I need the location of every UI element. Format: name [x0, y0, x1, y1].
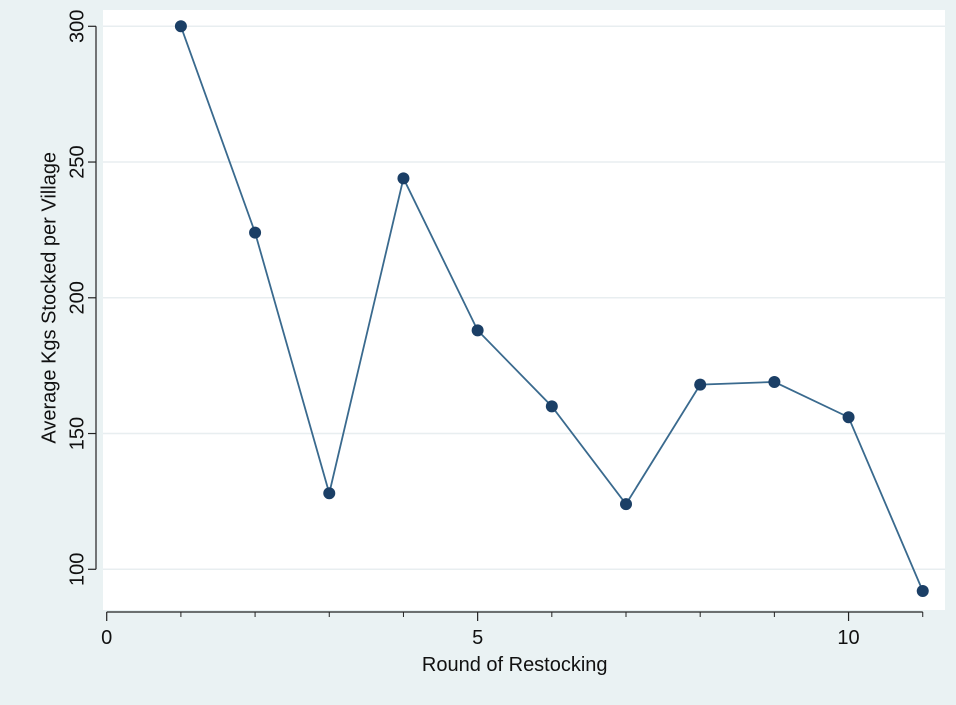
data-point	[174, 20, 187, 33]
x-axis-title: Round of Restocking	[422, 654, 608, 676]
data-series	[174, 20, 929, 597]
y-tick-label: 200	[66, 281, 88, 314]
data-point	[916, 584, 929, 597]
plot-area	[103, 10, 945, 610]
y-tick-label: 250	[66, 145, 88, 178]
data-point	[545, 400, 558, 413]
y-tick-label: 100	[66, 553, 88, 586]
data-point	[397, 172, 410, 185]
y-tick-label: 300	[66, 10, 88, 43]
data-point	[842, 411, 855, 424]
data-point	[471, 324, 484, 337]
y-axis-title: Average Kgs Stocked per Village	[38, 152, 60, 444]
x-tick-label: 10	[837, 627, 859, 649]
y-tick-label: 150	[66, 417, 88, 450]
x-tick-label: 5	[472, 627, 483, 649]
data-point	[249, 226, 262, 239]
axes: 100 150 200 250 300 0 5 10	[66, 10, 924, 649]
data-point	[323, 487, 336, 500]
data-point	[768, 375, 781, 388]
x-tick-label: 0	[101, 627, 112, 649]
data-point	[620, 498, 633, 511]
gridlines	[103, 25, 945, 571]
data-point	[694, 378, 707, 391]
